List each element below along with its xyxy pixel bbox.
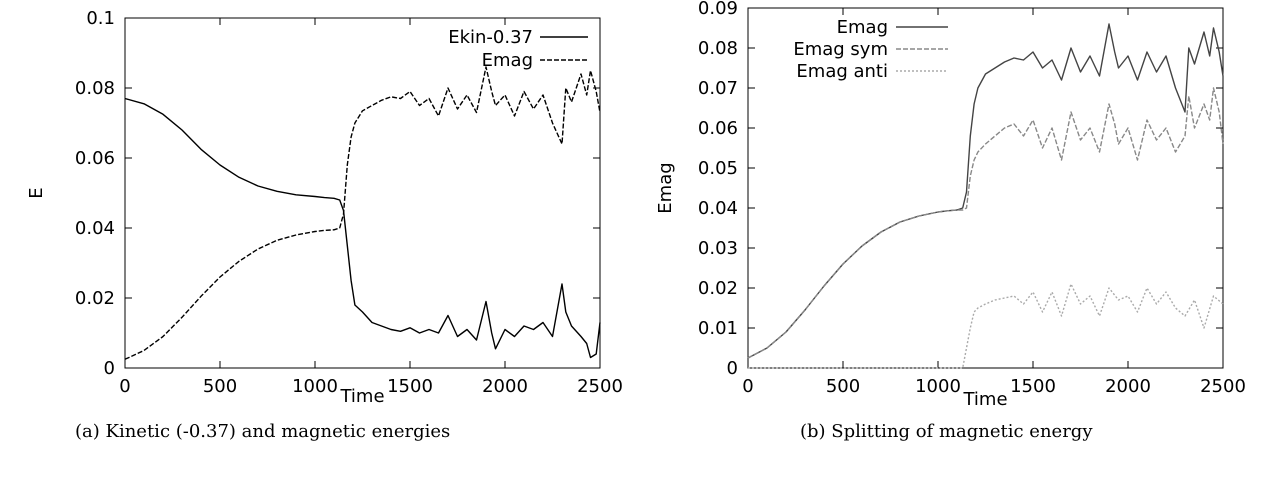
chart-a-y-tick-label: 0.06 xyxy=(75,148,115,169)
chart-a-y-tick-label: 0.08 xyxy=(75,78,115,99)
chart-a-x-tick-label: 2500 xyxy=(577,376,623,397)
chart-b-caption: (b) Splitting of magnetic energy xyxy=(800,421,1093,442)
chart-b-x-tick-label: 0 xyxy=(742,376,753,397)
chart-b-y-tick-label: 0.08 xyxy=(698,38,738,59)
chart-b-x-tick-label: 2000 xyxy=(1105,376,1151,397)
chart-b-x-tick-label: 1000 xyxy=(915,376,961,397)
chart-a-x-tick-label: 0 xyxy=(119,376,130,397)
chart-a-legend-label: Emag xyxy=(482,50,533,71)
chart-a-x-tick-label: 1000 xyxy=(292,376,338,397)
chart-b-x-tick-label: 500 xyxy=(826,376,860,397)
chart-b-series-emag-sym-line xyxy=(747,87,1224,359)
chart-b-y-tick-label: 0.04 xyxy=(698,198,738,219)
chart-a-y-axis-label: E xyxy=(26,187,47,198)
chart-b-y-tick-label: 0.01 xyxy=(698,318,738,339)
chart-b-y-tick-label: 0.02 xyxy=(698,278,738,299)
chart-b-x-axis-label: Time xyxy=(962,389,1007,410)
chart-a-y-tick-label: 0.02 xyxy=(75,288,115,309)
chart-b-y-tick-label: 0 xyxy=(727,358,738,379)
chart-b-legend-label: Emag sym xyxy=(793,39,888,60)
chart-a-x-tick-label: 1500 xyxy=(387,376,433,397)
chart-b-y-tick-label: 0.09 xyxy=(698,0,738,19)
chart-b-y-tick-label: 0.05 xyxy=(698,158,738,179)
chart-b-series-emag-line xyxy=(747,23,1224,359)
chart-a-y-tick-label: 0.04 xyxy=(75,218,115,239)
chart-b-plot-frame xyxy=(747,7,1224,369)
chart-a-x-axis-label: Time xyxy=(339,386,384,407)
chart-b-y-tick-label: 0.07 xyxy=(698,78,738,99)
chart-b-series-emag-anti-line xyxy=(748,283,1224,369)
chart-a-x-tick-label: 2000 xyxy=(482,376,528,397)
chart-a-y-tick-label: 0.1 xyxy=(86,8,115,29)
chart-a-y-tick-label: 0 xyxy=(104,358,115,379)
chart-a-caption: (a) Kinetic (-0.37) and magnetic energie… xyxy=(75,421,450,442)
chart-b-y-tick-label: 0.06 xyxy=(698,118,738,139)
chart-b: 0 500 1000 1500 2000 2500 0 0.01 0.02 0.03 0.04 0.0… xyxy=(655,0,1246,442)
chart-a-legend-label: Ekin-0.37 xyxy=(448,27,533,48)
chart-a-series-ekin-0-37-line xyxy=(124,97,601,359)
chart-a-plot-frame xyxy=(124,17,601,369)
chart-b-legend-label: Emag xyxy=(837,17,888,38)
chart-a: 0 500 1000 1500 2000 2500 0 0.02 0.04 0.06 0.08 0.1… xyxy=(26,8,623,442)
chart-a-series-emag-line xyxy=(124,66,601,360)
chart-a-x-tick-label: 500 xyxy=(203,376,237,397)
chart-b-y-tick-label: 0.03 xyxy=(698,238,738,259)
chart-b-x-tick-label: 2500 xyxy=(1200,376,1246,397)
chart-b-legend-label: Emag anti xyxy=(796,61,888,82)
chart-b-x-tick-label: 1500 xyxy=(1010,376,1056,397)
chart-b-y-axis-label: Emag xyxy=(655,162,676,213)
